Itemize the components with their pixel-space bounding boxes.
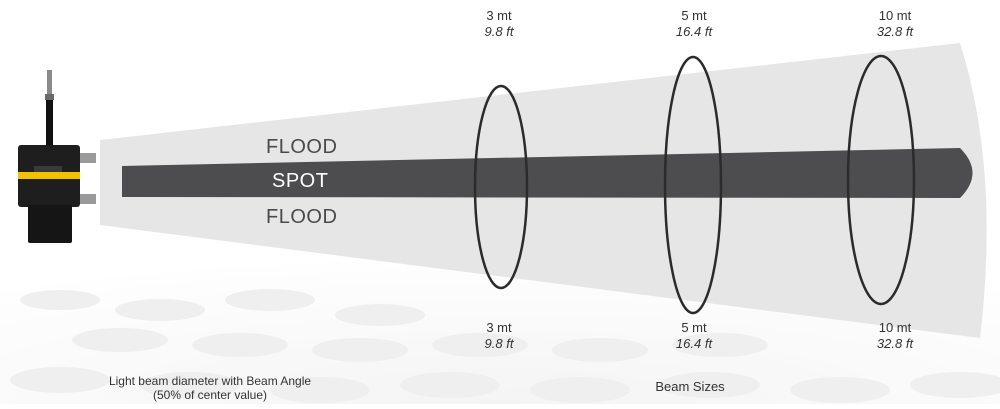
distance-imperial: 16.4 ft [675, 336, 713, 351]
distance-metric: 10 mt [878, 8, 912, 23]
beam-sizes-caption: Beam Sizes [655, 379, 725, 394]
distance-metric: 5 mt [681, 320, 707, 335]
ring-3m [473, 84, 529, 290]
distance-imperial: 32.8 ft [876, 336, 914, 351]
distance-metric: 3 mt [486, 320, 512, 335]
distance-metric: 3 mt [486, 8, 512, 23]
light-fixture-icon [18, 70, 96, 243]
flood-top-label: FLOOD [266, 136, 338, 158]
caption-line-1: Light beam diameter with Beam Angle [108, 374, 312, 388]
distance-imperial: 16.4 ft [675, 24, 713, 39]
distance-metric: 5 mt [681, 8, 707, 23]
distance-imperial: 32.8 ft [876, 24, 914, 39]
distance-metric: 10 mt [878, 320, 912, 335]
spot-label: SPOT [272, 170, 329, 192]
flood-bottom-label: FLOOD [266, 206, 338, 228]
distance-imperial: 9.8 ft [484, 336, 514, 351]
distance-imperial: 9.8 ft [484, 24, 514, 39]
spot-beam [122, 148, 973, 198]
distance-top-3m: 3 mt 9.8 ft [449, 8, 549, 40]
distance-bottom-3m: 3 mt 9.8 ft [449, 320, 549, 352]
ring-10m [846, 54, 916, 306]
distance-bottom-5m: 5 mt 16.4 ft [644, 320, 744, 352]
beam-angle-caption: Light beam diameter with Beam Angle (50%… [80, 374, 340, 402]
distance-bottom-10m: 10 mt 32.8 ft [845, 320, 945, 352]
distance-top-10m: 10 mt 32.8 ft [845, 8, 945, 40]
ring-5m [663, 55, 723, 315]
distance-top-5m: 5 mt 16.4 ft [644, 8, 744, 40]
caption-line-2: (50% of center value) [152, 388, 268, 402]
